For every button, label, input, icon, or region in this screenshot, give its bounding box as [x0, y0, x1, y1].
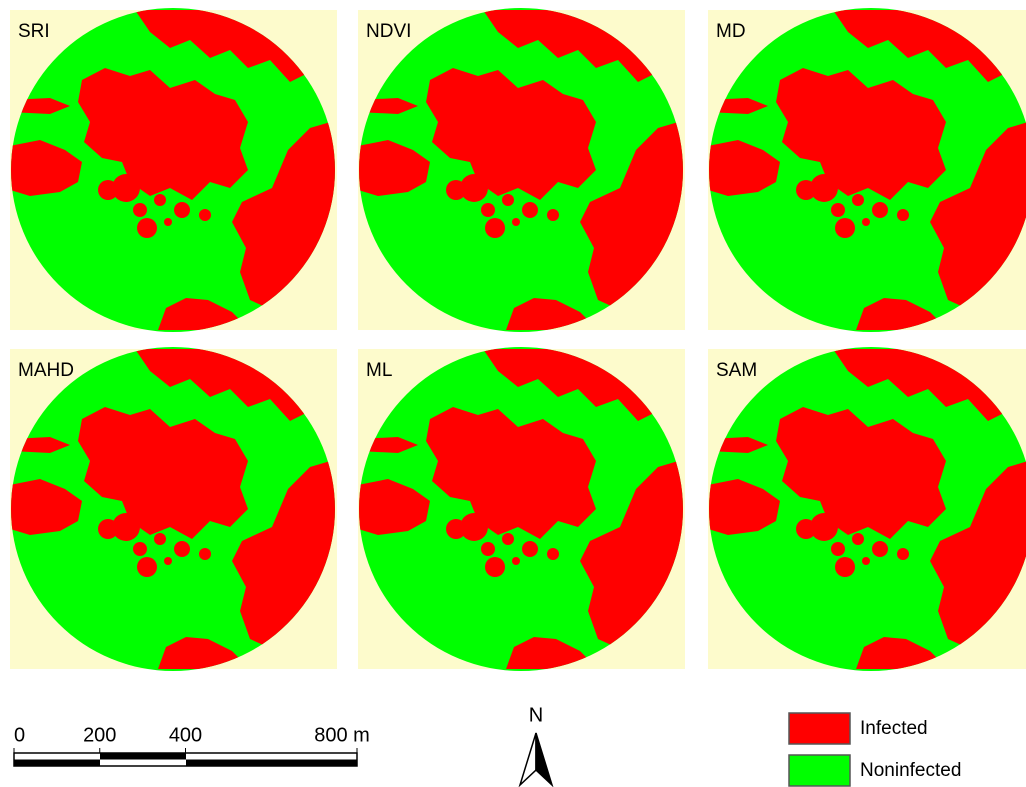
panel-label: SRI: [18, 21, 50, 42]
scale-label: 200: [83, 724, 116, 746]
map-panel: MD: [708, 8, 1026, 332]
legend-swatch: [789, 713, 850, 744]
scale-label: 400: [169, 724, 202, 746]
arrow-left: [520, 733, 536, 785]
scale-label: 0: [14, 724, 25, 746]
scale-bar: 0 200 400 800 m: [14, 724, 370, 766]
panel-label: ML: [366, 360, 392, 381]
panel-label: NDVI: [366, 21, 411, 42]
arrow-right: [536, 733, 552, 785]
legend-swatch: [789, 755, 850, 786]
figure: SRI NDVI MD MAHD ML SAM 0 200 400 800 m N Infect…: [0, 0, 1026, 787]
north-arrow: N: [520, 704, 552, 785]
scale-segment: [186, 760, 357, 767]
map-panel: MAHD: [10, 347, 337, 671]
legend: Infected Noninfected: [789, 713, 961, 786]
scale-segment: [14, 760, 100, 767]
panel-grid: SRI NDVI MD MAHD ML SAM: [10, 8, 1026, 671]
legend-label: Noninfected: [860, 760, 961, 781]
scale-segment: [100, 753, 186, 760]
panel-label: MD: [716, 21, 746, 42]
map-panel: SRI: [10, 8, 337, 332]
map-panel: NDVI: [358, 8, 685, 332]
panel-label: MAHD: [18, 360, 74, 381]
panel-label: SAM: [716, 360, 757, 381]
map-panel: ML: [358, 347, 685, 671]
map-panel: SAM: [708, 347, 1026, 671]
legend-label: Infected: [860, 718, 928, 739]
scale-label: 800 m: [314, 724, 370, 746]
north-label: N: [529, 704, 543, 726]
